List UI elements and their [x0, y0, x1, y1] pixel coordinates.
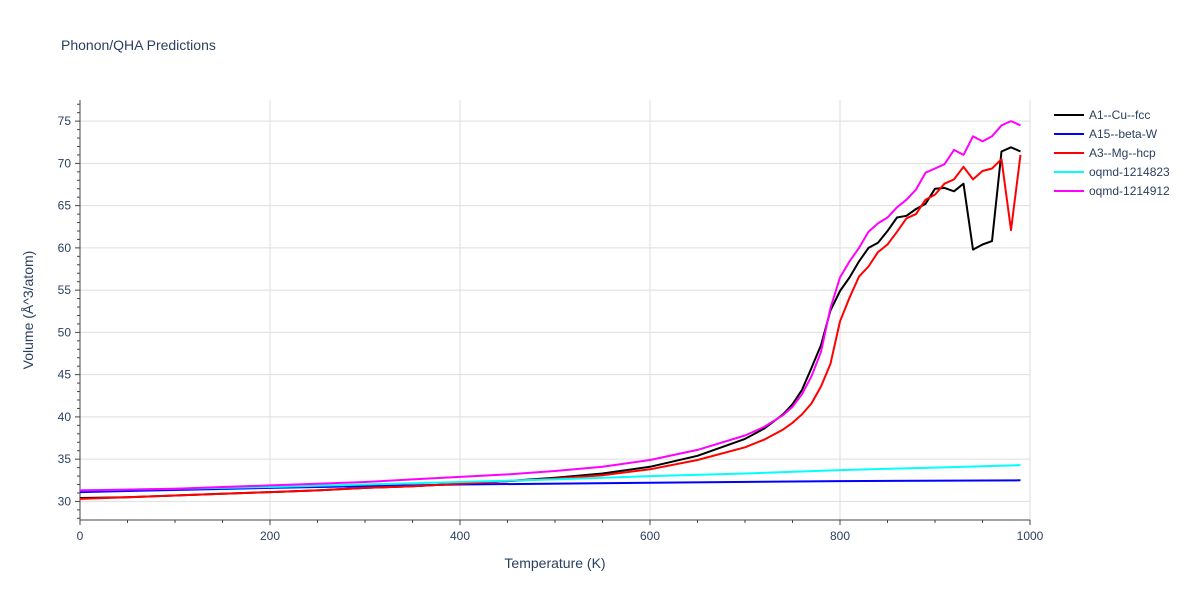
legend-label: A3--Mg--hcp [1089, 146, 1156, 160]
y-tick-label: 35 [58, 452, 72, 466]
series-lines [79, 120, 1022, 500]
legend-label: A15--beta-W [1089, 127, 1158, 141]
legend-item[interactable]: A15--beta-W [1054, 125, 1194, 144]
series-line [79, 464, 1021, 492]
series-line [79, 154, 1022, 500]
x-tick-label: 0 [77, 529, 84, 543]
legend-swatch [1054, 114, 1084, 116]
y-tick-label: 50 [58, 325, 72, 339]
series-line [79, 479, 1021, 494]
y-tick-label: 60 [58, 241, 72, 255]
y-tick-label: 45 [58, 368, 72, 382]
legend-label: oqmd-1214823 [1089, 165, 1170, 179]
legend-swatch [1054, 133, 1084, 135]
legend-swatch [1054, 171, 1084, 173]
x-axis-title: Temperature (K) [504, 555, 605, 571]
y-tick-label: 75 [58, 114, 72, 128]
legend-item[interactable]: oqmd-1214823 [1054, 163, 1194, 182]
y-tick-label: 30 [58, 494, 72, 508]
y-tick-label: 40 [58, 410, 72, 424]
legend-label: oqmd-1214912 [1089, 184, 1170, 198]
legend-swatch [1054, 152, 1084, 154]
legend: A1--Cu--fcc A15--beta-W A3--Mg--hcp oqmd-12… [1054, 106, 1194, 201]
series-line [79, 120, 1021, 492]
legend-item[interactable]: A3--Mg--hcp [1054, 144, 1194, 163]
grid [80, 100, 1031, 520]
x-tick-label: 1000 [1017, 529, 1044, 543]
x-tick-label: 200 [260, 529, 280, 543]
legend-item[interactable]: A1--Cu--fcc [1054, 106, 1194, 125]
legend-label: A1--Cu--fcc [1089, 108, 1151, 122]
legend-swatch [1054, 190, 1084, 192]
legend-item[interactable]: oqmd-1214912 [1054, 182, 1194, 201]
y-tick-label: 70 [58, 156, 72, 170]
axes: 0 200 400 600 800 1000 30 35 40 45 50 55 60 65 70 75 [58, 100, 1044, 543]
x-tick-label: 800 [830, 529, 850, 543]
y-tick-label: 55 [58, 283, 72, 297]
chart-title: Phonon/QHA Predictions [61, 37, 216, 53]
y-axis-title: Volume (Å^3/atom) [20, 251, 36, 370]
y-tick-label: 65 [58, 199, 72, 213]
x-tick-label: 600 [640, 529, 660, 543]
x-tick-label: 400 [450, 529, 470, 543]
series-line [79, 146, 1021, 499]
